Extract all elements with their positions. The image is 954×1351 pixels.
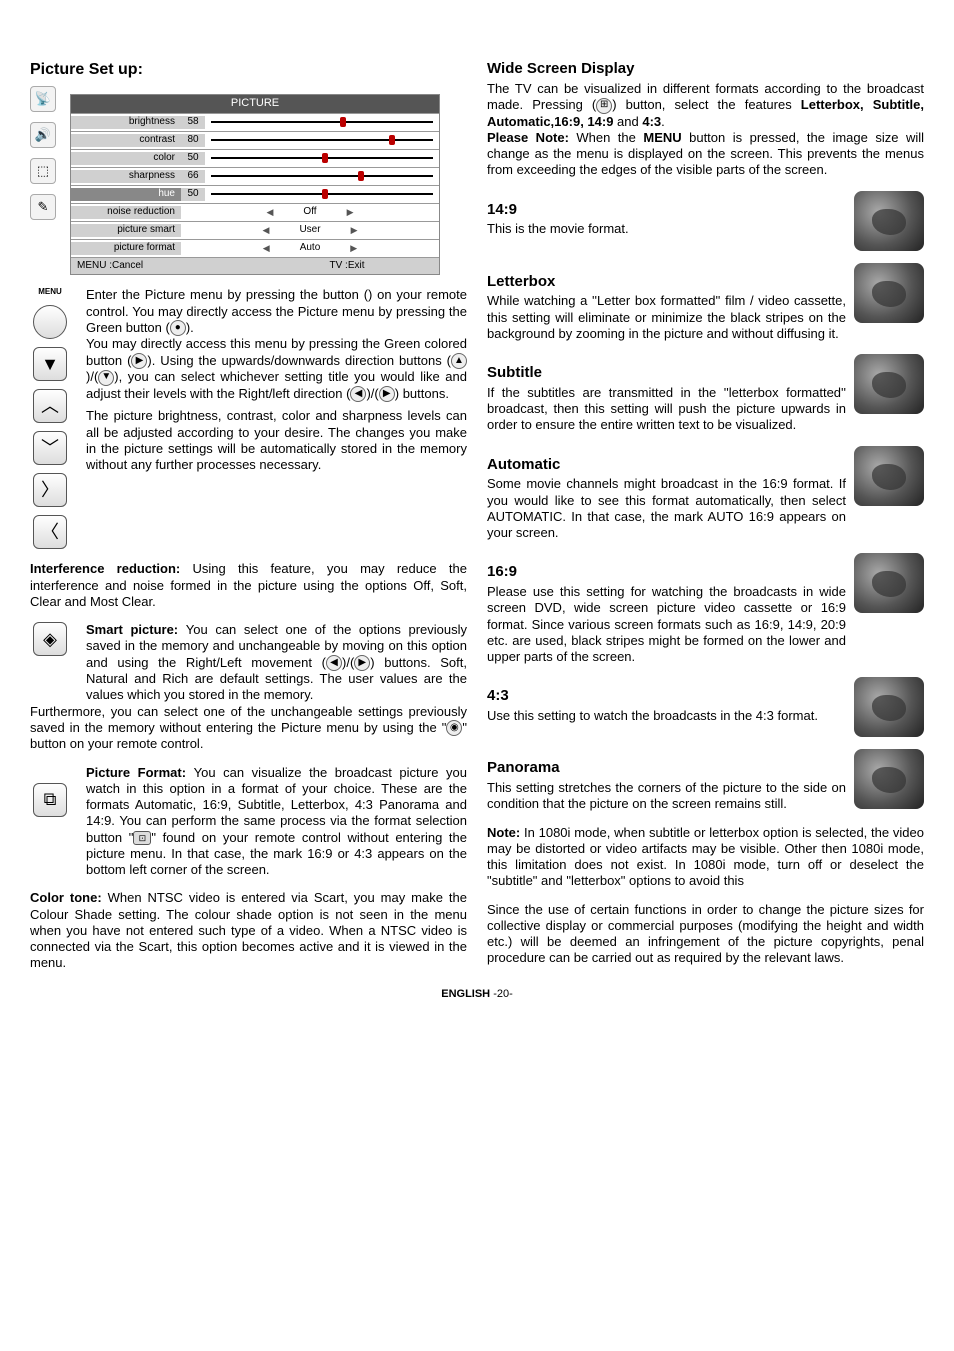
menu-row-format: picture format ◀Auto▶	[71, 239, 439, 257]
picture-setup-heading: Picture Set up:	[30, 60, 467, 80]
format-remote-icon: ⊡	[133, 831, 151, 845]
globe-icon	[854, 553, 924, 613]
menu-row-contrast: contrast 80	[71, 131, 439, 149]
row-subtitle: Subtitle If the subtitles are transmitted…	[487, 354, 924, 434]
p-43: Use this setting to watch the broadcasts…	[487, 708, 846, 724]
green-button-icon: ●	[170, 320, 186, 336]
format-icon: ⊞	[596, 98, 612, 114]
wide-note: Please Note: When the MENU button is pre…	[487, 130, 924, 179]
row-automatic: AutomaticSome movie channels might broad…	[487, 446, 924, 542]
menu-row-brightness: brightness 58	[71, 113, 439, 131]
left-arrow-icon: ◀	[267, 207, 274, 218]
row-169: 16:9 Please use this setting for watching…	[487, 553, 924, 665]
h-automatic: Automatic	[487, 456, 846, 475]
final-paragraph: Since the use of certain functions in or…	[487, 902, 924, 967]
menu-button-label: MENU	[38, 287, 62, 297]
side-icon-sound: 🔊	[30, 122, 56, 148]
h-letterbox: Letterbox	[487, 273, 846, 292]
format-button-icon: ⧉	[33, 783, 67, 817]
h-panorama: Panorama	[487, 759, 846, 778]
side-icon-feature: ✎	[30, 194, 56, 220]
p-panorama: This setting stretches the corners of th…	[487, 780, 846, 813]
page-columns: Picture Set up: 📡 🔊 ⬚ ✎ PICTURE brightne…	[30, 60, 924, 972]
pf-block: ⧉ Picture Format: You can visualize the …	[30, 765, 467, 879]
menu-row-sharpness: sharpness 66	[71, 167, 439, 185]
side-icon-antenna: 📡	[30, 86, 56, 112]
globe-icon	[854, 749, 924, 809]
menu-row-color: color 50	[71, 149, 439, 167]
right-nav-icon: ▶	[131, 353, 147, 369]
left-arrow-icon: 〈	[33, 515, 67, 549]
row-panorama: Panorama This setting stretches the corne…	[487, 749, 924, 812]
h-169: 16:9	[487, 563, 846, 582]
remote-button-column: MENU ▼ ︿ ﹀ 〉 〈	[30, 287, 70, 549]
row-149: 14:9This is the movie format.	[487, 191, 924, 251]
ct-heading: Color tone:	[30, 890, 108, 905]
smart-remote-icon: ◉	[446, 720, 462, 736]
p-automatic: Some movie channels might broadcast in t…	[487, 476, 846, 541]
left-icon: ◀	[326, 655, 342, 671]
left-icon: ◀	[350, 386, 366, 402]
globe-icon	[854, 446, 924, 506]
picture-menu-diagram: PICTURE brightness 58 contrast 80 color …	[70, 94, 440, 275]
right-icon: ▶	[354, 655, 370, 671]
down-icon: ▼	[98, 370, 114, 386]
menu-row-noise: noise reduction ◀Off▶	[71, 203, 439, 221]
right-arrow-icon: 〉	[33, 473, 67, 507]
up-arrow-icon: ︿	[33, 389, 67, 423]
p-subtitle: If the subtitles are transmitted in the …	[487, 385, 846, 434]
page-footer: ENGLISH -20-	[30, 988, 924, 1002]
row-43: 4:3 Use this setting to watch the broadca…	[487, 677, 924, 737]
globe-icon	[854, 191, 924, 251]
p-letterbox: While watching a ''Letter box formatted'…	[487, 293, 846, 342]
p-169: Please use this setting for watching the…	[487, 584, 846, 665]
globe-icon	[854, 354, 924, 414]
smart-heading: Smart picture:	[86, 622, 186, 637]
down-nav-icon: ▼	[33, 347, 67, 381]
smart-block: ◈ Smart picture: You can select one of t…	[30, 622, 467, 704]
note-paragraph: Note: In 1080i mode, when subtitle or le…	[487, 825, 924, 890]
left-column: Picture Set up: 📡 🔊 ⬚ ✎ PICTURE brightne…	[30, 60, 467, 972]
p-149: This is the movie format.	[487, 221, 846, 237]
row-letterbox: LetterboxWhile watching a ''Letter box f…	[487, 263, 924, 343]
menu-diagram-wrap: 📡 🔊 ⬚ ✎ PICTURE brightness 58 contrast 8…	[30, 86, 467, 275]
globe-icon	[854, 677, 924, 737]
up-icon: ▲	[451, 353, 467, 369]
menu-row-smart: picture smart ◀User▶	[71, 221, 439, 239]
side-icon-picture: ⬚	[30, 158, 56, 184]
pf-heading: Picture Format:	[86, 765, 194, 780]
h-149: 14:9	[487, 201, 846, 220]
right-column: Wide Screen Display The TV can be visual…	[487, 60, 924, 972]
h-subtitle: Subtitle	[487, 364, 846, 383]
smart-continuation: Furthermore, you can select one of the u…	[30, 704, 467, 753]
wide-p1: The TV can be visualized in different fo…	[487, 81, 924, 130]
down-arrow-icon: ﹀	[33, 431, 67, 465]
globe-icon	[854, 263, 924, 323]
right-arrow-icon: ▶	[347, 207, 354, 218]
wide-heading: Wide Screen Display	[487, 60, 924, 79]
menu-side-icons: 📡 🔊 ⬚ ✎	[30, 86, 60, 275]
menu-footer: MENU :Cancel TV :Exit	[71, 257, 439, 275]
smart-button-icon: ◈	[33, 622, 67, 656]
h-43: 4:3	[487, 687, 846, 706]
interference-heading: Interference reduction:	[30, 561, 193, 576]
picture-intro-text: Enter the Picture menu by pressing the b…	[86, 287, 467, 473]
menu-button-icon	[33, 305, 67, 339]
menu-header: PICTURE	[71, 95, 439, 113]
right-icon: ▶	[379, 386, 395, 402]
remote-and-text: MENU ▼ ︿ ﹀ 〉 〈 Enter the Picture menu by…	[30, 287, 467, 549]
menu-row-hue: hue 50	[71, 185, 439, 203]
